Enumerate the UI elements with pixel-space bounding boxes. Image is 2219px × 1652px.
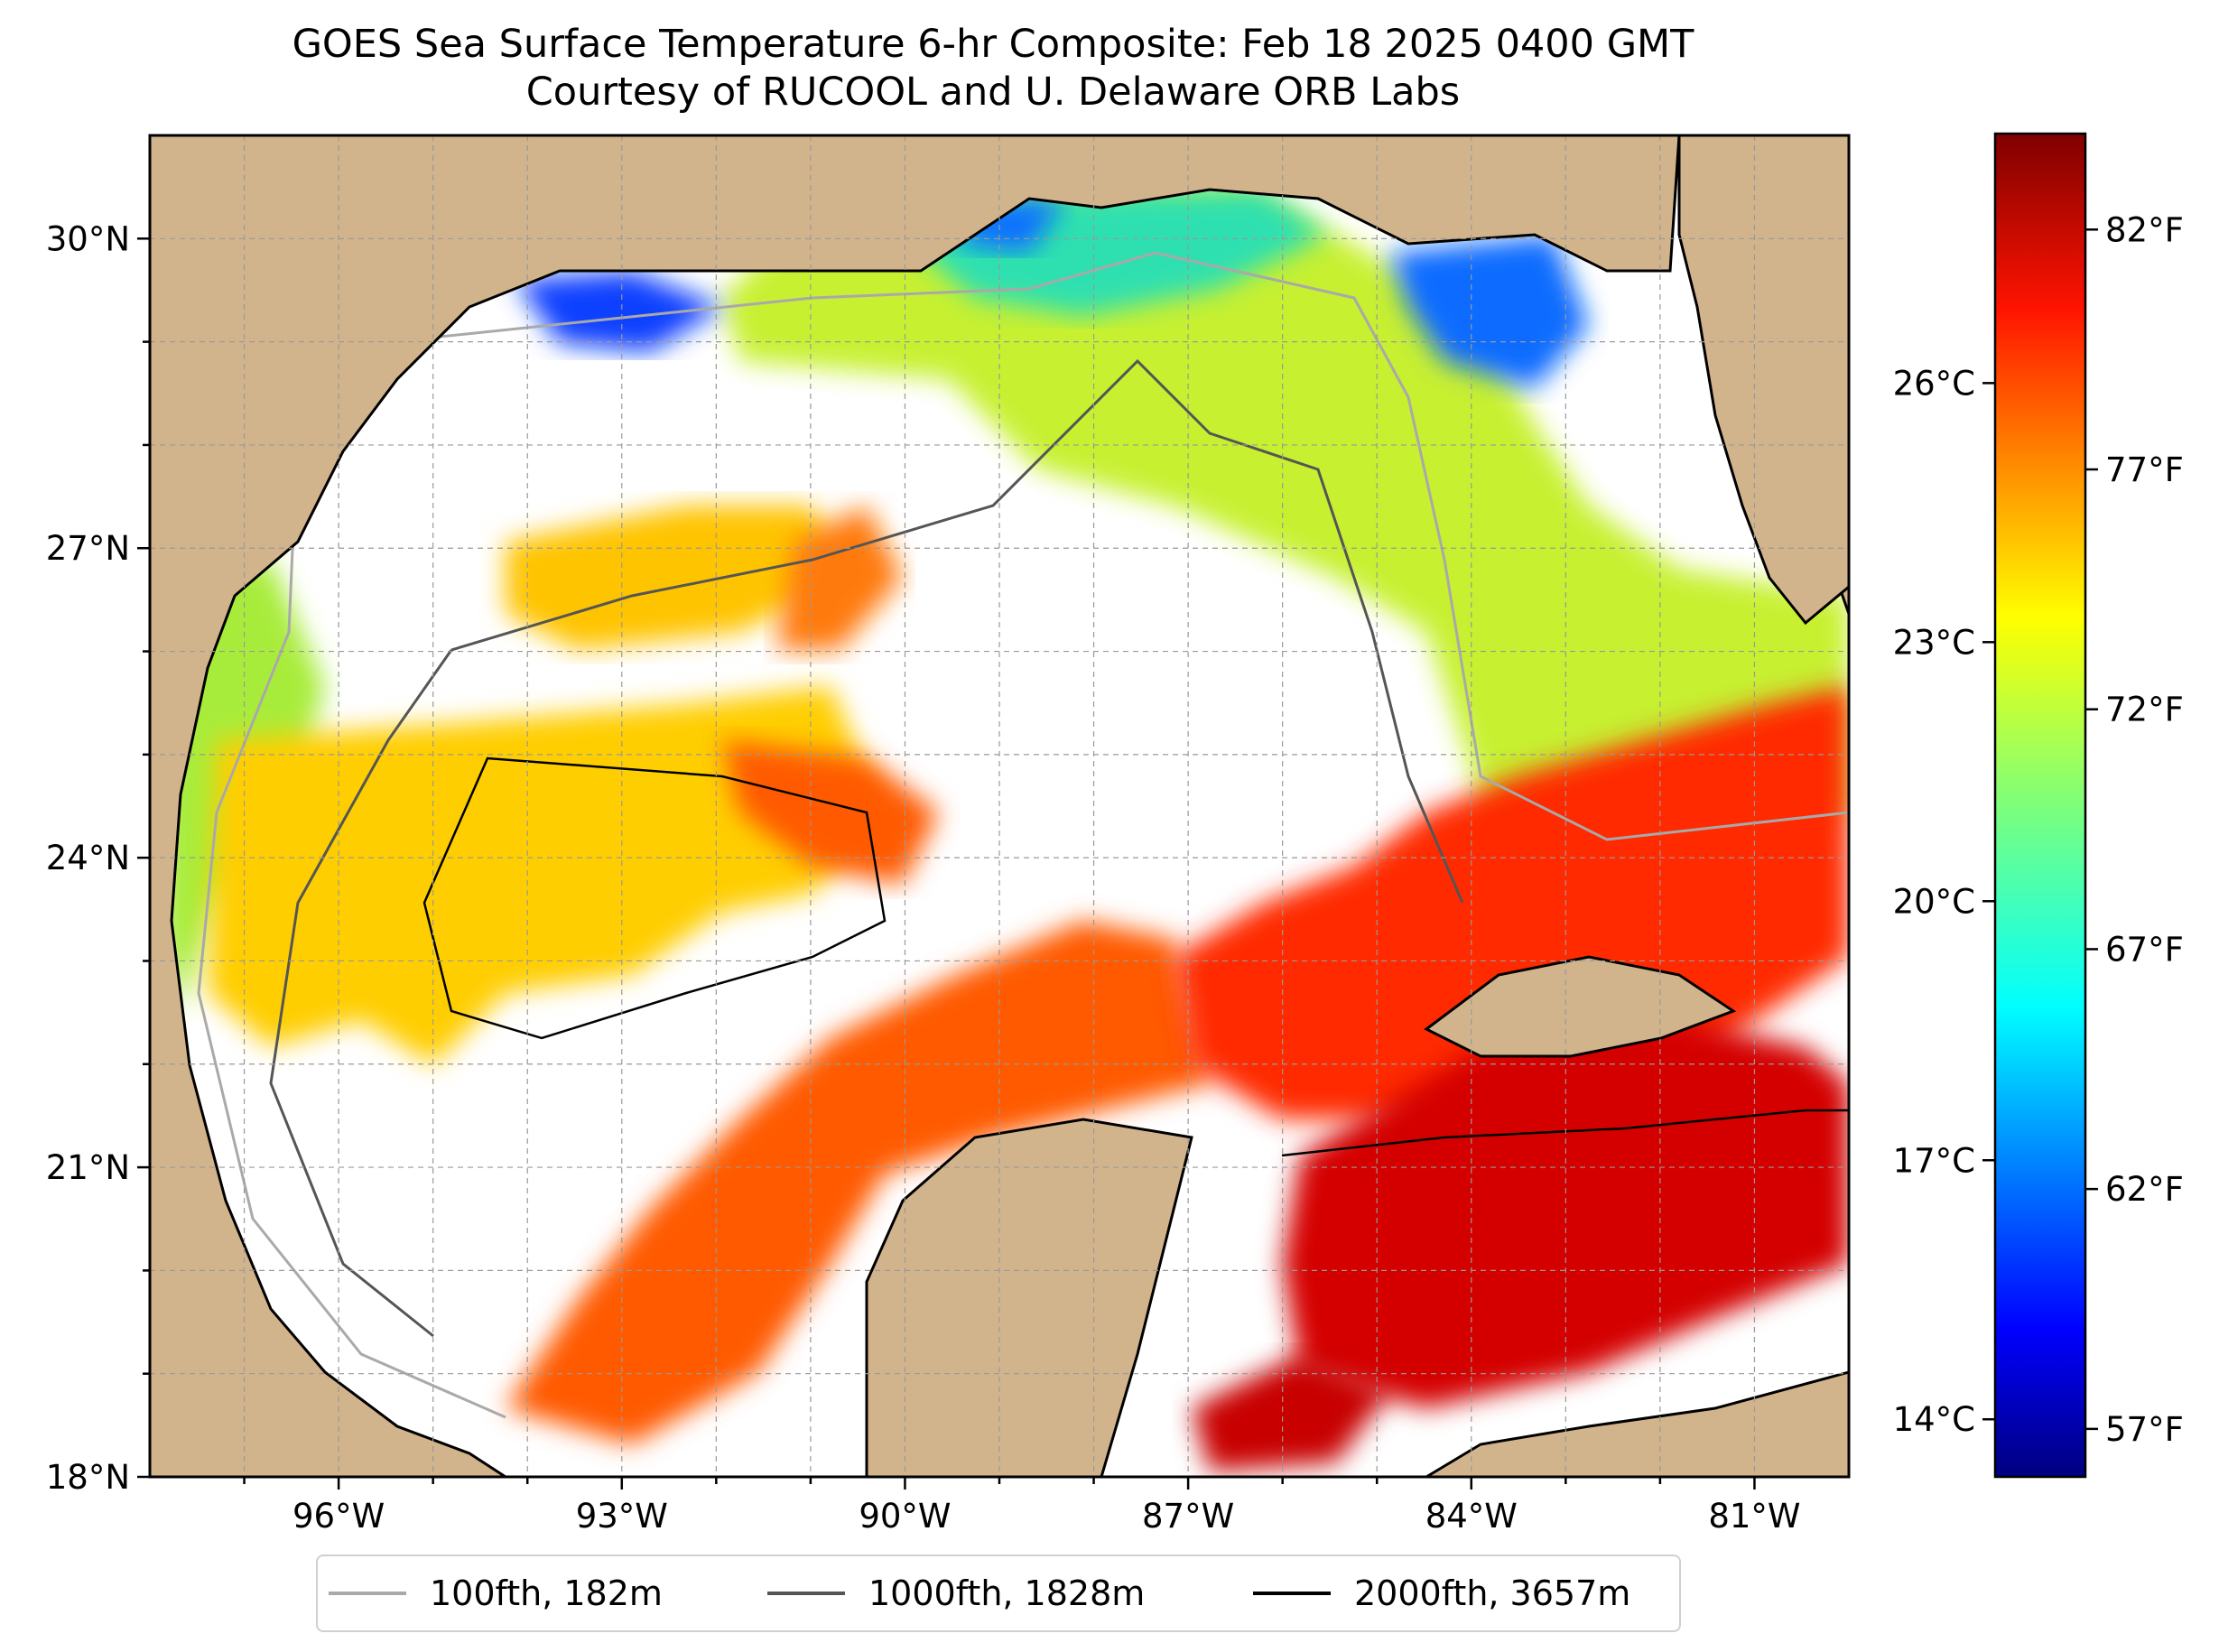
land-us-mexico — [150, 135, 1681, 1477]
lon-tick-label: 87°W — [1142, 1497, 1234, 1536]
sst-yellow-north-central — [506, 506, 849, 650]
lon-tick-label: 93°W — [576, 1497, 668, 1536]
legend-swatch-100fth — [329, 1592, 406, 1595]
fahrenheit-tick-label: 77°F — [2105, 450, 2184, 489]
fahrenheit-tick-label: 67°F — [2105, 930, 2184, 969]
legend-label-1000fth: 1000fth, 1828m — [868, 1573, 1146, 1613]
lat-tick-label: 27°N — [46, 529, 130, 568]
longitude-axis: 96°W 93°W 90°W 87°W 84°W 81°W — [243, 1477, 1801, 1536]
colorbar-celsius-axis: 26°C 23°C 20°C 17°C 14°C — [1893, 364, 1995, 1439]
legend-item-2000fth: 2000fth, 3657m — [1253, 1556, 1630, 1630]
depth-legend: 100fth, 182m 1000fth, 1828m 2000fth, 365… — [316, 1555, 1681, 1632]
contour-1000fth-west — [269, 649, 453, 1338]
legend-item-1000fth: 1000fth, 1828m — [767, 1556, 1145, 1630]
celsius-tick-label: 26°C — [1893, 364, 1975, 403]
sst-yellow-west-gulf — [208, 686, 885, 1065]
celsius-tick-label: 14°C — [1893, 1400, 1975, 1439]
map-subtitle: Courtesy of RUCOOL and U. Delaware ORB L… — [525, 70, 1461, 115]
legend-swatch-1000fth — [767, 1592, 845, 1595]
colorbar-fahrenheit-axis: 82°F 77°F 72°F 67°F 62°F 57°F — [2085, 210, 2184, 1449]
sst-cold-texas-shelf — [515, 271, 722, 352]
contour-2000fth-caribbean — [1281, 1109, 1849, 1157]
fahrenheit-tick-label: 57°F — [2105, 1410, 2184, 1449]
contour-100fth — [378, 251, 1849, 841]
lat-tick-label: 18°N — [46, 1458, 130, 1497]
landmass — [150, 135, 1849, 1477]
colorbar — [1993, 132, 2087, 1479]
lon-tick-label: 81°W — [1708, 1497, 1800, 1536]
lon-tick-label: 90°W — [859, 1497, 951, 1536]
land-yucatan — [865, 1118, 1193, 1477]
celsius-tick-label: 23°C — [1893, 623, 1975, 662]
legend-label-2000fth: 2000fth, 3657m — [1354, 1573, 1631, 1613]
celsius-tick-label: 20°C — [1893, 882, 1975, 921]
gridlines — [150, 135, 1849, 1477]
sst-loop-eddy — [722, 740, 939, 885]
legend-label-100fth: 100fth, 182m — [430, 1573, 663, 1613]
contour-2000fth — [422, 756, 887, 1040]
land-cuba — [1424, 955, 1737, 1058]
latitude-axis: 30°N 27°N 24°N 21°N 18°N — [46, 219, 150, 1497]
land-honduras — [1424, 1370, 1849, 1477]
sst-yucatan-channel-warm — [506, 921, 1210, 1444]
fahrenheit-tick-label: 72°F — [2105, 691, 2184, 729]
sst-warm-temperate-shelf — [722, 185, 1849, 867]
legend-item-100fth: 100fth, 182m — [329, 1556, 663, 1630]
lon-tick-label: 84°W — [1425, 1497, 1518, 1536]
lat-tick-label: 30°N — [46, 219, 130, 258]
land-florida — [1677, 135, 1849, 626]
legend-swatch-2000fth — [1253, 1592, 1331, 1595]
sst-honduras-hot — [1192, 1354, 1390, 1471]
sst-field — [162, 135, 1849, 1471]
contour-1000fth — [450, 358, 1464, 904]
lon-tick-label: 96°W — [292, 1497, 385, 1536]
sst-cold-bigbend — [1390, 235, 1589, 388]
celsius-tick-label: 17°C — [1893, 1141, 1975, 1180]
map-title: GOES Sea Surface Temperature 6-hr Compos… — [292, 22, 1694, 67]
fahrenheit-tick-label: 82°F — [2105, 210, 2184, 249]
lat-tick-label: 24°N — [46, 839, 130, 877]
lat-tick-label: 21°N — [46, 1148, 130, 1187]
fahrenheit-tick-label: 62°F — [2105, 1170, 2184, 1209]
